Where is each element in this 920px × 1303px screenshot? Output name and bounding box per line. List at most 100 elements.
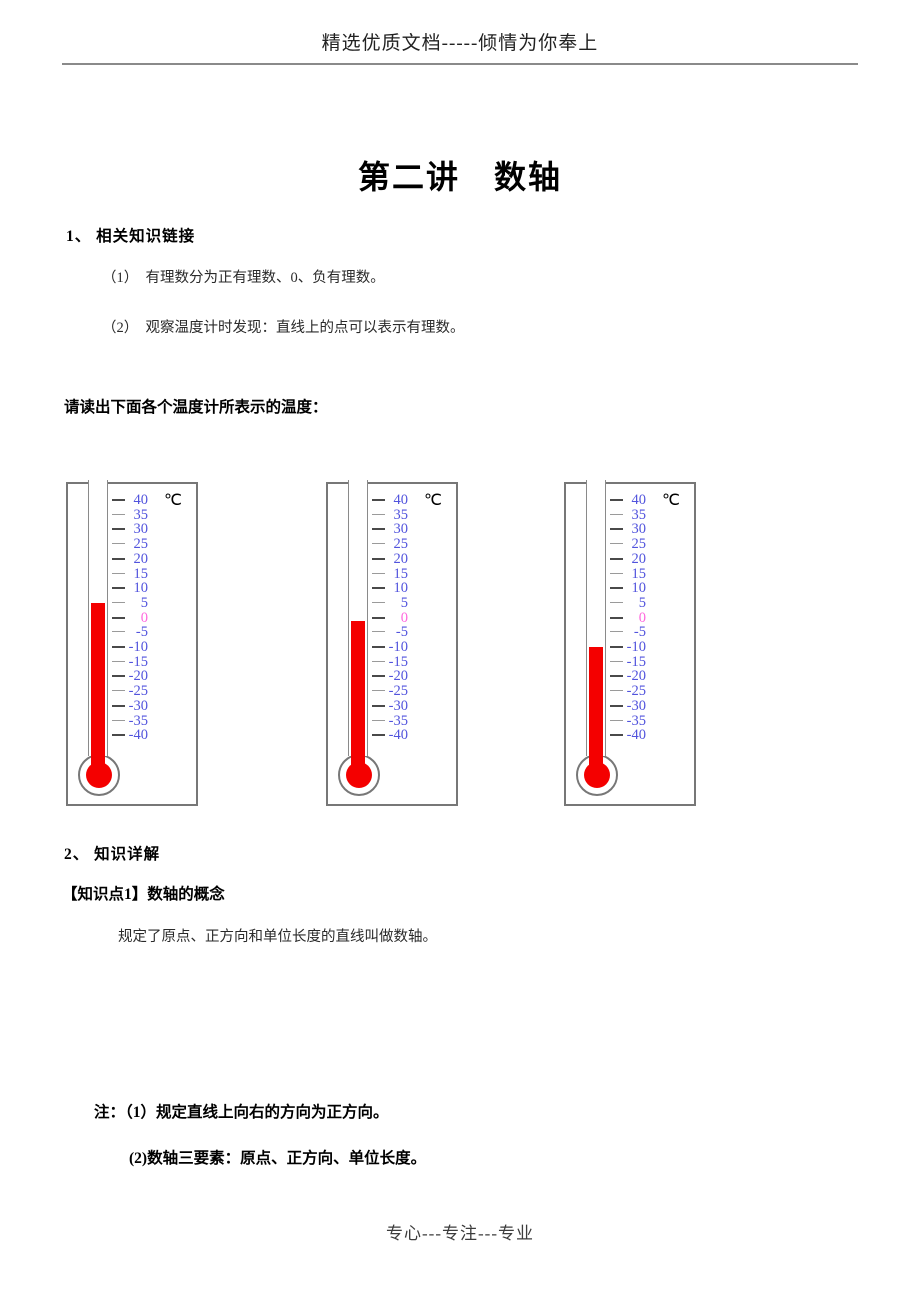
scale-label: -30 <box>626 697 646 714</box>
scale-label: 5 <box>140 594 148 611</box>
scale-label: -5 <box>395 624 408 641</box>
scale-label: 30 <box>631 521 647 538</box>
tick-mark <box>112 513 125 515</box>
scale-label: -40 <box>388 727 408 744</box>
scale-label: -25 <box>626 683 646 700</box>
tick-mark <box>610 557 623 560</box>
tick-mark <box>610 734 623 737</box>
scale-label: -35 <box>128 712 148 729</box>
tick-mark <box>112 704 125 707</box>
knowledge-point-1-heading: 【知识点1】数轴的概念 <box>62 886 225 903</box>
tick-mark <box>372 646 385 648</box>
scale-label: 35 <box>631 506 647 523</box>
scale-label: 0 <box>400 609 408 626</box>
scale-label: -30 <box>388 697 408 714</box>
tick-mark <box>610 646 623 648</box>
mercury-bulb <box>346 762 372 788</box>
tick-mark <box>112 631 125 633</box>
tick-mark <box>610 631 623 633</box>
section-1-heading: 1、 相关知识链接 <box>66 228 196 245</box>
page-title: 第二讲 数轴 <box>357 159 562 195</box>
scale-label: 10 <box>133 580 149 597</box>
scale-label: -40 <box>626 727 646 744</box>
scale-label: 25 <box>393 536 409 553</box>
scale-label: -40 <box>128 727 148 744</box>
tick-mark <box>610 499 623 501</box>
tick-mark <box>610 690 623 692</box>
tick-mark <box>610 660 623 662</box>
thermometer-prompt: 请读出下面各个温度计所表示的温度： <box>64 399 328 416</box>
tick-mark <box>610 719 623 721</box>
tick-mark <box>610 543 623 545</box>
tick-mark <box>372 719 385 721</box>
scale-label: 10 <box>393 580 409 597</box>
tick-mark <box>610 572 623 574</box>
scale-label: 15 <box>631 565 647 582</box>
celsius-unit-label: ℃ <box>164 492 182 509</box>
scale-label: -20 <box>128 668 148 685</box>
tick-mark <box>112 660 125 662</box>
scale-label: 35 <box>133 506 149 523</box>
celsius-unit-label: ℃ <box>662 492 680 509</box>
tick-mark <box>112 690 125 692</box>
tick-mark <box>610 601 623 603</box>
scale-label: 30 <box>393 521 409 538</box>
header-divider <box>62 63 858 65</box>
tick-mark <box>372 557 385 560</box>
thermometer-2: 40 35 30 25 20 15 10 5 0 -5 -10 -15 -20 -25 -30 -35 -40 ℃ <box>326 480 458 806</box>
tick-mark <box>610 704 623 707</box>
scale-label: -10 <box>128 639 148 655</box>
scale-label: 10 <box>631 580 647 597</box>
scale-label: -15 <box>626 653 646 670</box>
tick-mark <box>372 543 385 545</box>
tick-mark <box>372 616 385 619</box>
scale-label: -10 <box>626 639 646 655</box>
mercury-column <box>91 602 105 775</box>
tick-mark <box>610 528 623 531</box>
tick-mark <box>112 557 125 560</box>
scale-label: -35 <box>388 712 408 729</box>
thermometer-1: 40 35 30 25 20 15 10 5 0 -5 -10 -15 -20 -25 -30 -35 -40 ℃ <box>66 480 198 806</box>
scale-label: 5 <box>638 594 646 611</box>
knowledge-point-1-body: 规定了原点、正方向和单位长度的直线叫做数轴。 <box>118 929 437 945</box>
tick-mark <box>610 616 623 619</box>
scale-label: 40 <box>393 492 409 508</box>
page-footer: 专心---专注---专业 <box>386 1224 534 1243</box>
tick-mark <box>372 572 385 574</box>
scale-label: 20 <box>133 550 149 567</box>
page-header: 精选优质文档-----倾情为你奉上 <box>321 33 599 54</box>
section-1-item-2: （2） 观察温度计时发现：直线上的点可以表示有理数。 <box>102 320 465 336</box>
section-2-heading: 2、 知识详解 <box>64 846 161 863</box>
tick-mark <box>372 660 385 662</box>
mercury-bulb <box>584 762 610 788</box>
tick-mark <box>372 704 385 707</box>
scale-label: 25 <box>631 536 647 553</box>
tick-mark <box>112 528 125 531</box>
scale-label: 20 <box>393 550 409 567</box>
scale-label: 15 <box>133 565 149 582</box>
mercury-column <box>351 620 365 775</box>
scale-label: -15 <box>128 653 148 670</box>
scale-label: -20 <box>388 668 408 685</box>
scale-label: 40 <box>133 492 149 508</box>
scale-label: 35 <box>393 506 409 523</box>
tick-mark <box>372 690 385 692</box>
tick-mark <box>610 675 623 678</box>
tick-mark <box>112 543 125 545</box>
tick-mark <box>372 528 385 531</box>
scale-label: -10 <box>388 639 408 655</box>
celsius-unit-label: ℃ <box>424 492 442 509</box>
scale-label: -20 <box>626 668 646 685</box>
note-line-2: (2)数轴三要素：原点、正方向、单位长度。 <box>129 1150 427 1167</box>
tick-mark <box>372 631 385 633</box>
tick-mark <box>372 601 385 603</box>
scale-label: -5 <box>135 624 148 641</box>
scale-label: -35 <box>626 712 646 729</box>
thermometer-3: 40 35 30 25 20 15 10 5 0 -5 -10 -15 -20 -25 -30 -35 -40 ℃ <box>564 480 696 806</box>
scale-label: 30 <box>133 521 149 538</box>
scale-label: 15 <box>393 565 409 582</box>
scale-label: 5 <box>400 594 408 611</box>
tick-mark <box>112 616 125 619</box>
tick-mark <box>372 499 385 501</box>
